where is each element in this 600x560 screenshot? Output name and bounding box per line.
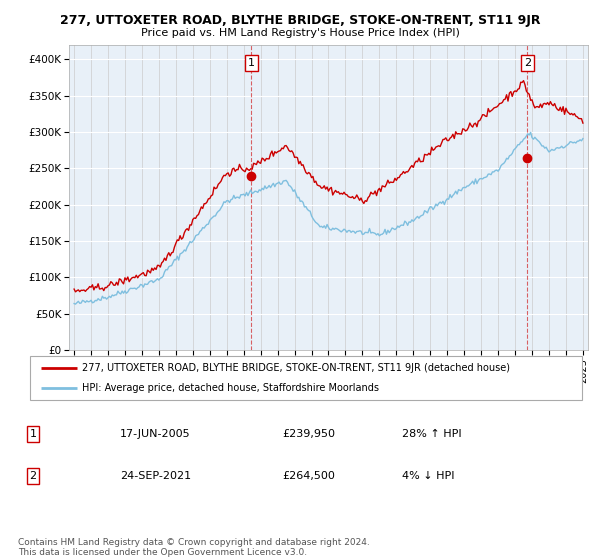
Text: 2: 2 [29, 471, 37, 481]
FancyBboxPatch shape [30, 356, 582, 400]
Text: Price paid vs. HM Land Registry's House Price Index (HPI): Price paid vs. HM Land Registry's House … [140, 28, 460, 38]
Text: HPI: Average price, detached house, Staffordshire Moorlands: HPI: Average price, detached house, Staf… [82, 383, 379, 393]
Text: £264,500: £264,500 [282, 471, 335, 481]
Text: £239,950: £239,950 [282, 429, 335, 439]
Text: 277, UTTOXETER ROAD, BLYTHE BRIDGE, STOKE-ON-TRENT, ST11 9JR: 277, UTTOXETER ROAD, BLYTHE BRIDGE, STOK… [60, 14, 540, 27]
Text: 28% ↑ HPI: 28% ↑ HPI [402, 429, 461, 439]
Text: 277, UTTOXETER ROAD, BLYTHE BRIDGE, STOKE-ON-TRENT, ST11 9JR (detached house): 277, UTTOXETER ROAD, BLYTHE BRIDGE, STOK… [82, 363, 511, 373]
Text: 4% ↓ HPI: 4% ↓ HPI [402, 471, 455, 481]
Text: 17-JUN-2005: 17-JUN-2005 [120, 429, 191, 439]
Text: 2: 2 [524, 58, 531, 68]
Text: 1: 1 [29, 429, 37, 439]
Text: Contains HM Land Registry data © Crown copyright and database right 2024.
This d: Contains HM Land Registry data © Crown c… [18, 538, 370, 557]
Text: 24-SEP-2021: 24-SEP-2021 [120, 471, 191, 481]
Text: 1: 1 [248, 58, 255, 68]
